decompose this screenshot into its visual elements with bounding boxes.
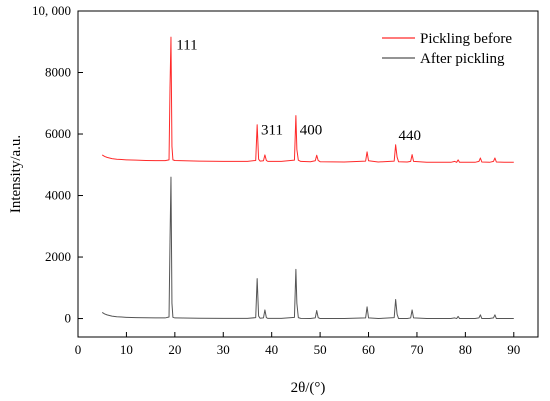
x-axis-title: 2θ/(°)	[291, 380, 326, 396]
x-tick-label: 10	[120, 342, 133, 357]
legend-label-after-pickling: After pickling	[420, 51, 505, 67]
series-line-pickling-before	[101, 36, 514, 163]
peak-label-111: 111	[176, 37, 197, 53]
x-tick-label: 0	[75, 342, 82, 357]
plot-frame	[77, 10, 539, 338]
y-tick-label: 8000	[45, 65, 71, 80]
legend-label-pickling-before: Pickling before	[420, 31, 512, 47]
series-line-after-pickling	[101, 176, 514, 320]
axis-ticks: 0 10 20 30 40 50 60 70 80 90 0 2000 4000 6000 8000 10, …	[32, 3, 520, 357]
x-tick-label: 20	[168, 342, 181, 357]
legend: Pickling before After pickling	[382, 31, 512, 67]
x-tick-label: 70	[410, 342, 423, 357]
series-layer	[101, 36, 514, 320]
x-tick-label: 90	[507, 342, 520, 357]
peak-label-311: 311	[261, 123, 283, 139]
y-tick-label: 0	[65, 311, 72, 326]
y-tick-label: 6000	[45, 126, 71, 141]
y-tick-label: 4000	[45, 188, 71, 203]
y-tick-label: 2000	[45, 249, 71, 264]
y-axis-title: Intensity/a.u.	[8, 135, 24, 213]
x-tick-label: 60	[362, 342, 375, 357]
peak-label-400: 400	[300, 123, 323, 139]
y-tick-label: 10, 000	[32, 3, 71, 18]
x-tick-label: 50	[314, 342, 327, 357]
peak-annotations: 111 311 400 440	[176, 37, 421, 144]
peak-label-440: 440	[399, 128, 422, 144]
x-tick-label: 40	[265, 342, 278, 357]
x-tick-label: 30	[217, 342, 230, 357]
x-tick-label: 80	[459, 342, 472, 357]
